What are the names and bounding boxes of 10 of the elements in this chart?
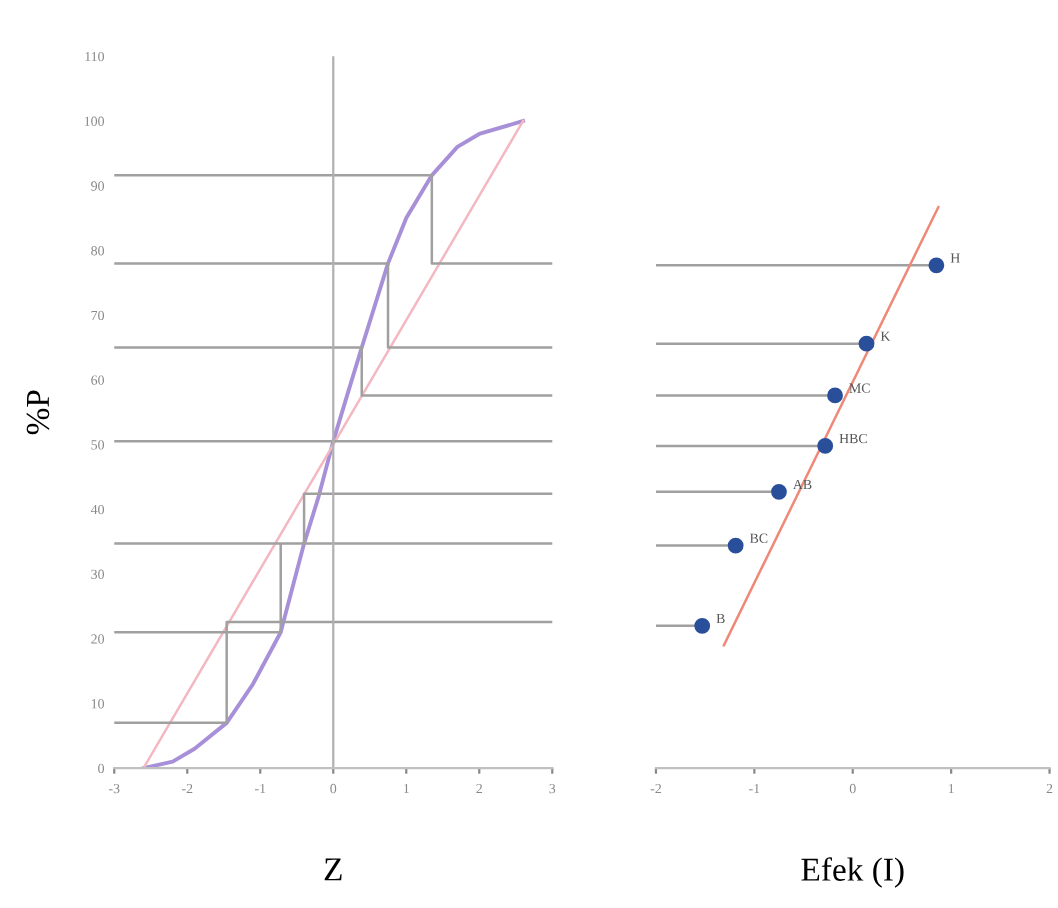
x-axis-title: Z: [324, 858, 342, 881]
point: [827, 387, 843, 404]
point: [817, 437, 834, 454]
x-axis-title: Efek (I): [801, 857, 904, 888]
point: [771, 483, 787, 500]
point: [694, 617, 711, 634]
y-axis-title: %P: [26, 390, 50, 435]
point: [858, 335, 875, 352]
point: [928, 257, 945, 274]
point: [727, 537, 744, 554]
